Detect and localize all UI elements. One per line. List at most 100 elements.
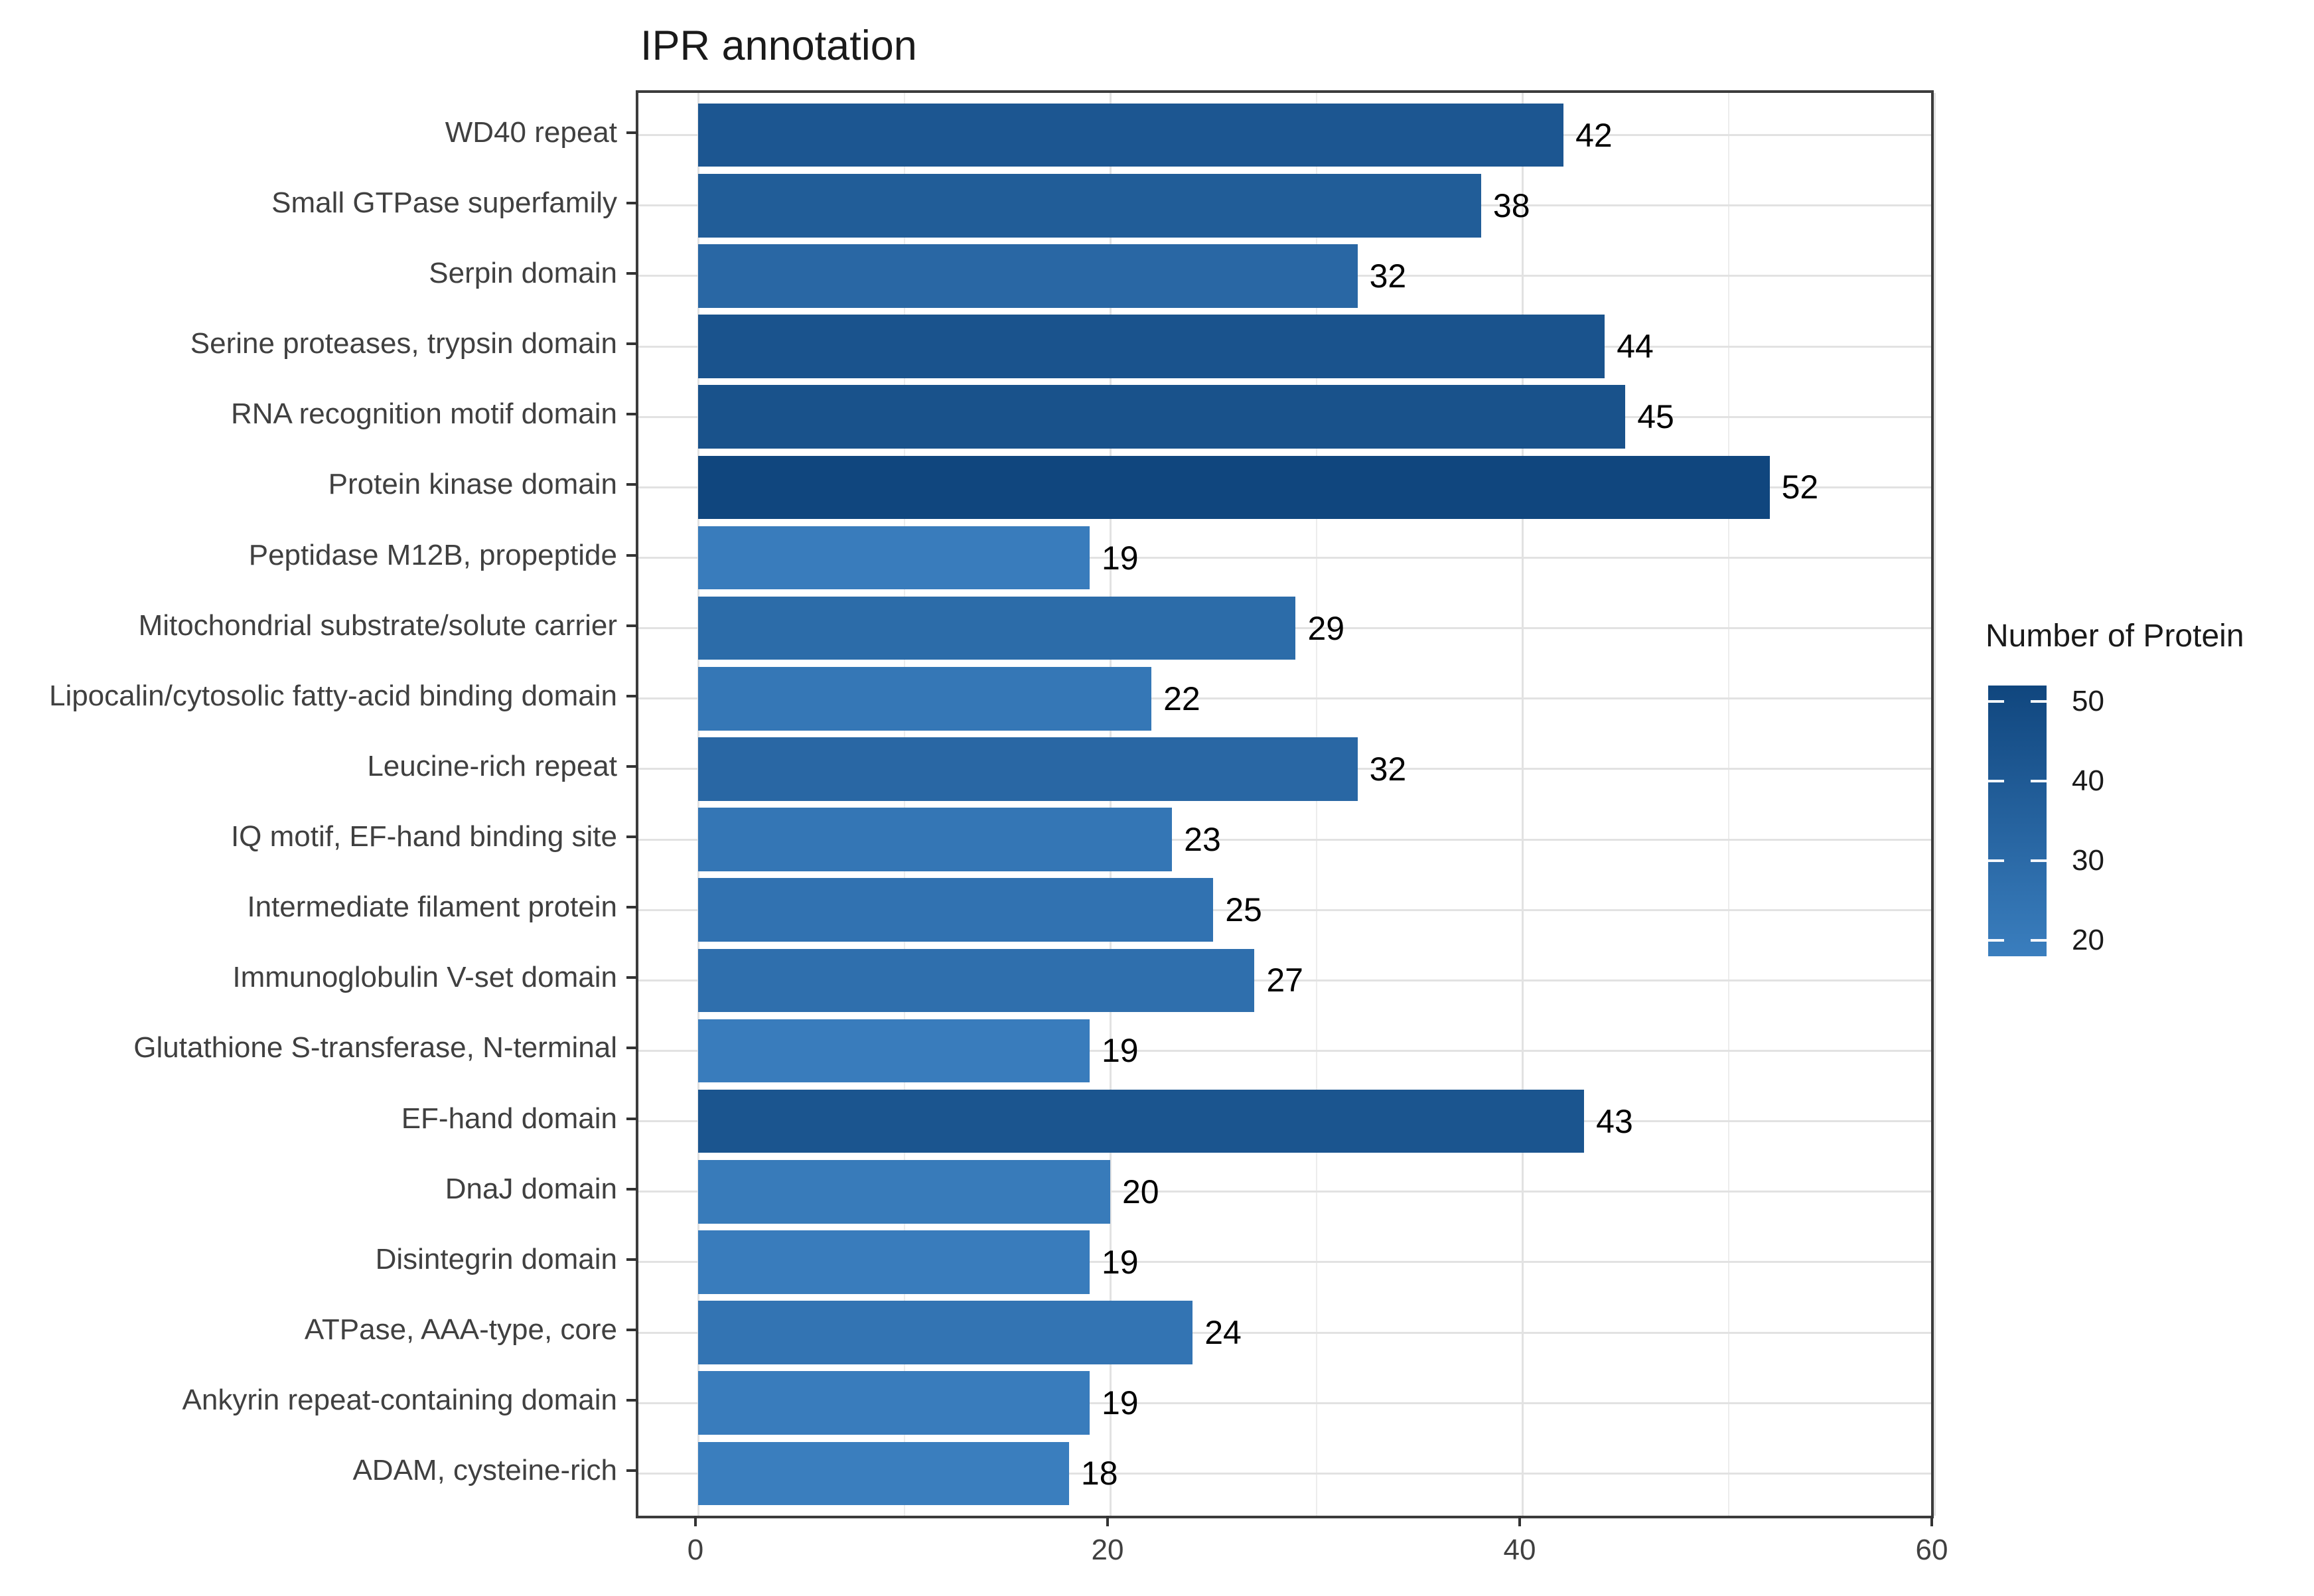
category-label: Ankyrin repeat-containing domain [182,1384,618,1417]
bar-value-label: 27 [1266,962,1303,999]
y-tick [626,906,637,909]
category-label: ADAM, cysteine-rich [352,1454,617,1487]
legend-tick-label: 50 [2072,685,2104,717]
bar [698,737,1358,801]
h-gridline [638,1402,1931,1404]
bar [698,526,1090,590]
bar-value-label: 29 [1307,609,1345,647]
v-minor-gridline [1315,93,1317,1516]
plot-panel: 42 38 32 44 45 52 19 29 22 32 23 25 27 19 43 20 19 24 19 18 [636,90,1936,1518]
bar [698,1301,1193,1364]
x-tick-label: 20 [1091,1534,1124,1566]
bar [698,1230,1090,1294]
legend-tick-label: 30 [2072,844,2104,877]
category-label: RNA recognition motif domain [230,398,617,431]
bar-value-label: 18 [1080,1455,1118,1492]
bar [698,1441,1069,1506]
x-tick-label: 60 [1915,1534,1948,1566]
x-tick-label: 40 [1503,1534,1536,1566]
legend-tick-label: 40 [2072,764,2104,797]
bar-value-label: 32 [1369,750,1407,788]
y-tick [626,131,637,134]
category-label: Serpin domain [429,256,617,289]
category-label: Protein kinase domain [328,468,617,501]
bar-value-label: 43 [1596,1102,1633,1140]
y-tick [626,764,637,768]
bar-value-label: 20 [1122,1173,1159,1210]
h-gridline [638,1472,1931,1475]
h-gridline [638,1049,1931,1052]
colorbar-tick [2031,780,2047,782]
h-gridline [638,838,1931,841]
bar-value-label: 45 [1637,398,1674,436]
bar-value-label: 38 [1492,186,1530,224]
bar [698,244,1358,308]
y-tick [626,553,637,557]
legend-tick-label: 20 [2072,924,2104,956]
h-gridline [638,1261,1931,1264]
category-label: EF-hand domain [401,1102,617,1135]
colorbar-tick [1988,859,2004,862]
v-major-gridline [697,93,699,1516]
x-tick [694,1516,697,1526]
category-label: Mitochondrial substrate/solute carrier [138,609,617,642]
y-tick [626,976,637,979]
h-gridline [638,557,1931,559]
y-tick [626,483,637,486]
bar [698,1160,1110,1224]
colorbar-tick [1988,780,2004,782]
bar [698,1089,1585,1153]
bar-value-label: 44 [1617,328,1654,366]
v-major-gridline [1933,93,1936,1516]
h-gridline [638,908,1931,911]
category-label: IQ motif, EF-hand binding site [230,820,617,853]
bar [698,667,1152,731]
v-minor-gridline [1727,93,1729,1516]
colorbar-tick [1988,700,2004,703]
h-gridline [638,979,1931,981]
bar-value-label: 19 [1101,1384,1139,1422]
category-label: Disintegrin domain [375,1242,617,1275]
category-label: Leucine-rich repeat [367,749,617,782]
chart-title: IPR annotation [640,23,917,69]
x-tick-label: 0 [687,1534,704,1566]
bar-value-label: 42 [1575,116,1613,154]
y-tick [626,1258,637,1261]
y-tick [626,342,637,346]
x-tick [1106,1516,1109,1526]
bar [698,1371,1090,1435]
y-tick [626,1187,637,1191]
category-label: Peptidase M12B, propeptide [248,538,617,571]
category-label: Glutathione S-transferase, N-terminal [133,1031,617,1064]
y-tick [626,694,637,697]
colorbar-tick [2031,939,2047,942]
v-minor-gridline [903,93,905,1516]
bar [698,103,1564,167]
category-label: Intermediate filament protein [247,891,617,924]
bar [698,878,1214,942]
bar-value-label: 19 [1101,1032,1139,1070]
bar [698,596,1296,660]
bar [698,315,1605,378]
y-tick [626,1469,637,1473]
bar-value-label: 32 [1369,257,1407,295]
category-label: Small GTPase superfamily [271,186,617,219]
bar-value-label: 19 [1101,1243,1139,1281]
category-label: ATPase, AAA-type, core [304,1313,617,1346]
x-tick [1518,1516,1521,1526]
legend-colorbar [1988,686,2047,956]
category-label: WD40 repeat [445,115,617,149]
bar-value-label: 25 [1225,891,1262,929]
h-gridline [638,697,1931,700]
bar-value-label: 23 [1184,821,1221,859]
bar [698,385,1626,449]
bar-value-label: 19 [1101,539,1139,577]
bar [698,455,1770,520]
bar-value-label: 52 [1781,469,1819,506]
x-tick [1930,1516,1933,1526]
colorbar-tick [2031,859,2047,862]
legend-title: Number of Protein [1986,618,2244,654]
bar [698,174,1481,238]
y-tick [626,1399,637,1402]
